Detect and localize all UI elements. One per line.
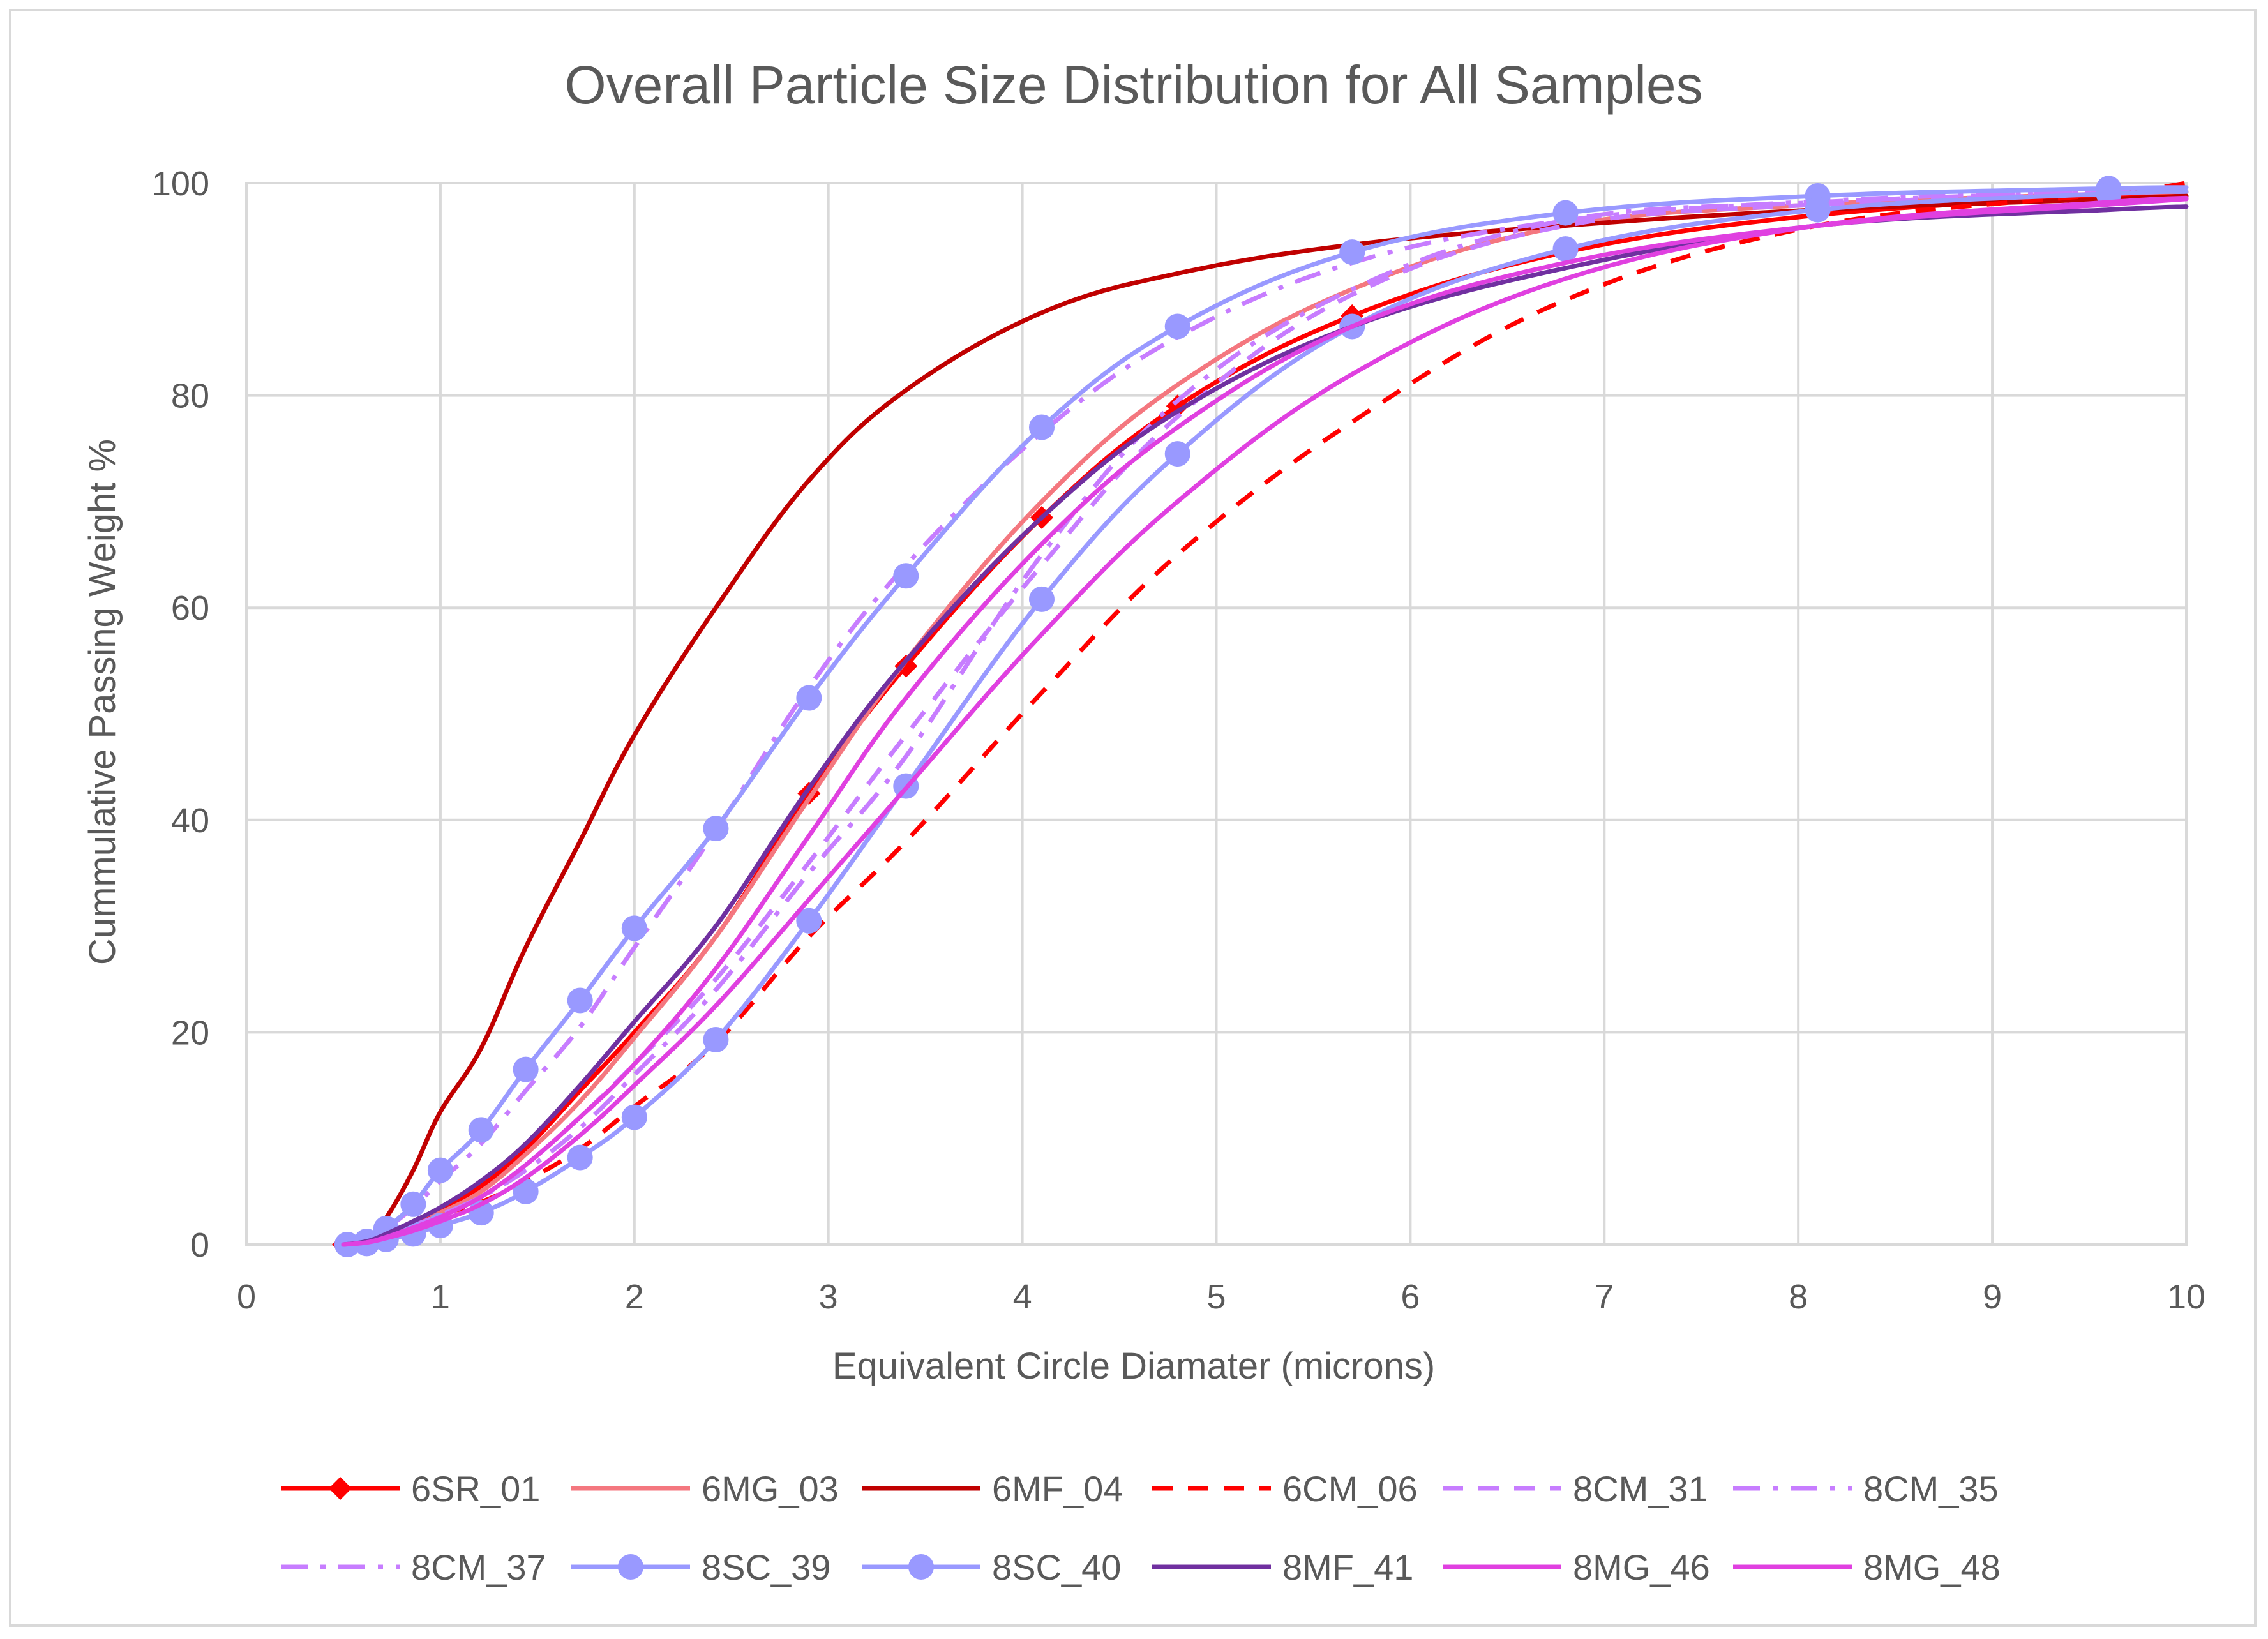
- series-line: [341, 193, 2189, 1247]
- y-tick-label: 0: [190, 1226, 209, 1264]
- series-8MG_46: [341, 197, 2189, 1247]
- data-point: [893, 563, 919, 589]
- gridlines: [245, 182, 2188, 1246]
- x-axis-label: Equivalent Circle Diamater (microns): [832, 1345, 1435, 1387]
- data-point: [513, 1056, 539, 1082]
- y-tick-label: 60: [171, 589, 209, 627]
- legend-label: 6MF_04: [992, 1469, 1123, 1509]
- legend-item: 6SR_01: [281, 1469, 540, 1509]
- legend-label: 6MG_03: [702, 1469, 839, 1509]
- legend-label: 8CM_37: [411, 1547, 546, 1587]
- plot-series: [331, 176, 2189, 1257]
- series-8SC_39: [334, 176, 2189, 1257]
- data-point: [1552, 236, 1579, 262]
- series-line: [343, 186, 2187, 1247]
- data-point: [1339, 239, 1365, 266]
- legend-item: 8SC_39: [571, 1547, 830, 1587]
- series-6MG_03: [341, 189, 2189, 1247]
- legend-label: 8SC_40: [992, 1547, 1121, 1587]
- series-line: [343, 188, 2187, 1247]
- legend-label: 8MG_46: [1573, 1547, 1710, 1587]
- y-tick-label: 40: [171, 802, 209, 840]
- series-line: [341, 189, 2189, 1247]
- data-point: [468, 1117, 494, 1143]
- legend-item: 8CM_37: [281, 1547, 546, 1587]
- x-tick-label: 3: [819, 1278, 838, 1316]
- legend-label: 8CM_31: [1573, 1469, 1708, 1509]
- y-tick-label: 80: [171, 377, 209, 415]
- legend-label: 8CM_35: [1863, 1469, 1999, 1509]
- series-6MF_04: [341, 193, 2189, 1247]
- data-point: [427, 1157, 453, 1183]
- legend-item: 8MG_46: [1443, 1547, 1710, 1587]
- data-point: [567, 1144, 593, 1171]
- series-line: [341, 197, 2189, 1247]
- data-point: [1805, 197, 1831, 223]
- legend-marker: [618, 1554, 643, 1580]
- series-line: [343, 187, 2187, 1247]
- data-point: [400, 1191, 426, 1217]
- y-tick-label: 20: [171, 1014, 209, 1052]
- data-point: [1552, 200, 1579, 226]
- series-8CM_31: [343, 188, 2187, 1247]
- series-line: [343, 181, 2187, 1247]
- legend-item: 8SC_40: [862, 1547, 1121, 1587]
- series-8CM_35: [343, 187, 2187, 1247]
- series-line: [341, 189, 2189, 1247]
- series-line: [341, 204, 2189, 1247]
- data-point: [1166, 394, 1189, 418]
- legend-marker: [908, 1554, 934, 1580]
- series-line: [341, 195, 2189, 1247]
- x-tick-label: 9: [1983, 1278, 2002, 1316]
- data-point: [621, 1104, 647, 1130]
- data-point: [1164, 313, 1190, 340]
- legend-item: 8CM_31: [1443, 1469, 1708, 1509]
- x-tick-label: 8: [1789, 1278, 1808, 1316]
- data-point: [703, 1027, 729, 1053]
- series-8CM_37: [343, 186, 2187, 1247]
- legend-item: 6MG_03: [571, 1469, 839, 1509]
- x-tick-label: 0: [237, 1278, 256, 1316]
- data-point: [1028, 414, 1055, 440]
- legend-item: 8CM_35: [1733, 1469, 1999, 1509]
- data-point: [703, 816, 729, 842]
- series-6CM_06: [343, 181, 2187, 1247]
- legend-label: 6SR_01: [411, 1469, 540, 1509]
- x-tick-label: 1: [431, 1278, 450, 1316]
- y-axis-label: Cummulative Passing Weight %: [82, 439, 123, 965]
- legend-item: 8MG_48: [1733, 1547, 2001, 1587]
- data-point: [1028, 586, 1055, 612]
- legend-label: 8MG_48: [1863, 1547, 2001, 1587]
- x-tick-label: 4: [1013, 1278, 1032, 1316]
- data-point: [796, 908, 822, 934]
- x-tick-label: 5: [1206, 1278, 1226, 1316]
- data-point: [1164, 441, 1190, 467]
- data-point: [796, 685, 822, 711]
- x-tick-label: 2: [625, 1278, 644, 1316]
- plot-border: [245, 182, 2188, 1246]
- legend-item: 6MF_04: [862, 1469, 1123, 1509]
- legend-label: 8MF_41: [1282, 1547, 1413, 1587]
- legend-marker: [329, 1477, 352, 1500]
- data-point: [567, 987, 593, 1014]
- legend-label: 8SC_39: [702, 1547, 830, 1587]
- legend: 6SR_01 6MG_03 6MF_04 6CM_06 8CM_31 8CM_35 8CM_…: [281, 1469, 2001, 1587]
- series-8MF_41: [341, 204, 2189, 1247]
- x-tick-label: 10: [2167, 1278, 2205, 1316]
- x-tick-label: 7: [1595, 1278, 1614, 1316]
- y-tick-label: 100: [152, 165, 209, 203]
- legend-item: 8MF_41: [1152, 1547, 1413, 1587]
- x-tick-label: 6: [1401, 1278, 1420, 1316]
- chart-area: [9, 9, 2257, 1627]
- legend-item: 6CM_06: [1152, 1469, 1418, 1509]
- series-line: [345, 185, 2189, 1247]
- chart-title: Overall Particle Size Distribution for A…: [564, 55, 1702, 115]
- legend-label: 6CM_06: [1282, 1469, 1418, 1509]
- series-8MG_48: [341, 195, 2189, 1247]
- data-point: [621, 915, 647, 941]
